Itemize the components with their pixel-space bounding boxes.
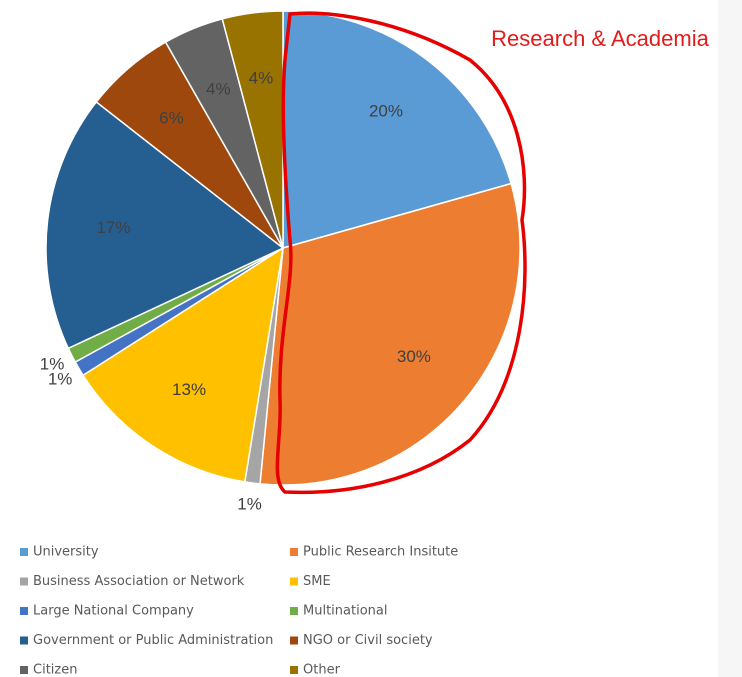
legend-label: SME (303, 574, 331, 589)
legend-label: NGO or Civil society (303, 633, 433, 648)
pie-slice (82, 246, 285, 483)
side-strip (718, 0, 742, 677)
legend-swatch (20, 548, 28, 556)
legend-swatch (20, 666, 28, 674)
legend-swatch (20, 577, 28, 586)
legend-swatch (290, 548, 298, 556)
data-label: 30% (397, 347, 431, 366)
data-label: 1% (237, 494, 262, 513)
data-label: 1% (48, 369, 73, 388)
legend-label: Large National Company (33, 604, 194, 619)
data-label: 6% (159, 108, 184, 127)
highlight-outline (275, 11, 527, 495)
data-label: 4% (206, 80, 231, 99)
pie-slice (45, 100, 285, 350)
legend-label: Public Research Insitute (303, 545, 458, 560)
legend-label: Citizen (33, 663, 77, 677)
data-label: 17% (96, 218, 130, 237)
data-label: 13% (172, 380, 206, 399)
legend-swatch (290, 636, 298, 645)
pie-slice (221, 10, 284, 249)
legend-label: University (33, 545, 99, 560)
data-label: 20% (369, 101, 403, 120)
legend-label: Government or Public Administration (33, 633, 273, 648)
pie: 20%30%1%13%1%1%17%6%4%4% (40, 10, 521, 513)
legend-swatch (20, 636, 28, 645)
legend-swatch (290, 607, 298, 615)
legend-swatch (20, 607, 28, 615)
data-label: 1% (40, 355, 65, 374)
legend-label: Multinational (303, 604, 387, 619)
pie-slice (259, 182, 521, 486)
legend-swatch (290, 666, 298, 674)
legend-swatch (290, 577, 298, 586)
legend-label: Business Association or Network (33, 574, 245, 589)
legend-label: Other (303, 663, 341, 677)
data-label: 4% (249, 68, 274, 87)
annotation: Research & Academia (491, 26, 709, 51)
